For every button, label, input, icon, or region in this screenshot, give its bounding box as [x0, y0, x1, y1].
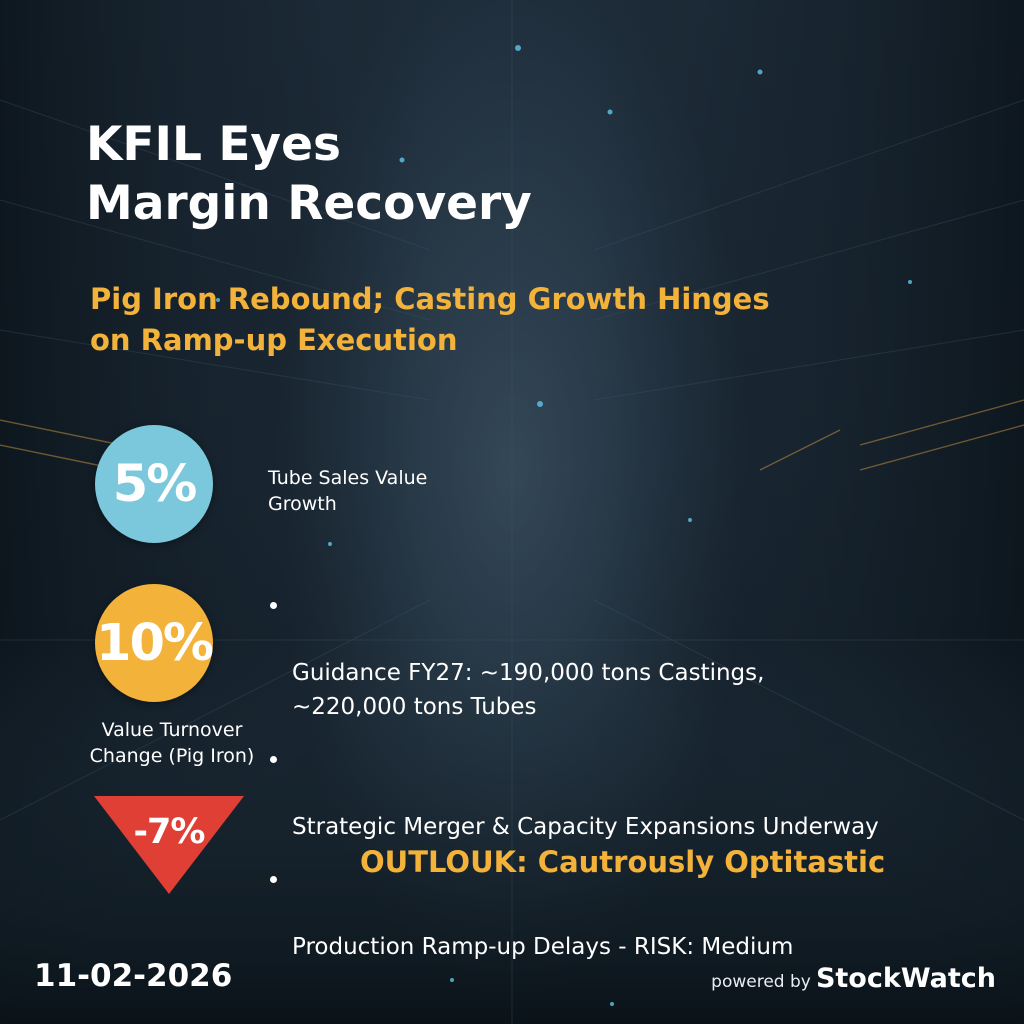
- headline-subtitle: Pig Iron Rebound; Casting Growth Hinges …: [90, 282, 770, 358]
- brand-name: StockWatch: [815, 963, 996, 994]
- key-point-guidance: Guidance FY27: ~190,000 tons Castings, ~…: [270, 588, 990, 724]
- stat-label-pig-iron: Value Turnover Change (Pig Iron): [89, 719, 255, 768]
- powered-by-label: powered by: [711, 972, 811, 992]
- brand-credit: powered by StockWatch: [711, 963, 996, 994]
- key-point-text: Production Ramp-up Delays - RISK: Medium: [292, 934, 794, 961]
- down-triangle-icon: [94, 796, 244, 894]
- stat-value-pig-iron: 10%: [95, 613, 214, 673]
- bullet-icon: [270, 756, 277, 764]
- key-points-list: Guidance FY27: ~190,000 tons Castings, ~…: [270, 588, 990, 982]
- outlook-text: OUTLOUK: Cautrously Optitastic: [360, 845, 886, 879]
- key-point-merger: Strategic Merger & Capacity Expansions U…: [270, 742, 990, 844]
- headline-title: KFIL Eyes Margin Recovery: [86, 117, 532, 231]
- stat-value-tube-sales: 5%: [112, 454, 198, 514]
- bullet-icon: [270, 602, 277, 609]
- key-point-risk: Production Ramp-up Delays - RISK: Medium: [270, 862, 990, 964]
- bullet-icon: [270, 876, 277, 884]
- key-point-text: Strategic Merger & Capacity Expansions U…: [292, 814, 879, 841]
- stat-circle-pig-iron: 10%: [95, 584, 214, 702]
- publish-date: 11-02-2026: [34, 958, 233, 994]
- key-point-text: Guidance FY27: ~190,000 tons Castings, ~…: [292, 660, 765, 721]
- stat-label-tube-sales: Tube Sales Value Growth: [268, 467, 428, 516]
- stat-value-decline: -7%: [133, 812, 206, 852]
- stat-circle-tube-sales: 5%: [95, 425, 213, 543]
